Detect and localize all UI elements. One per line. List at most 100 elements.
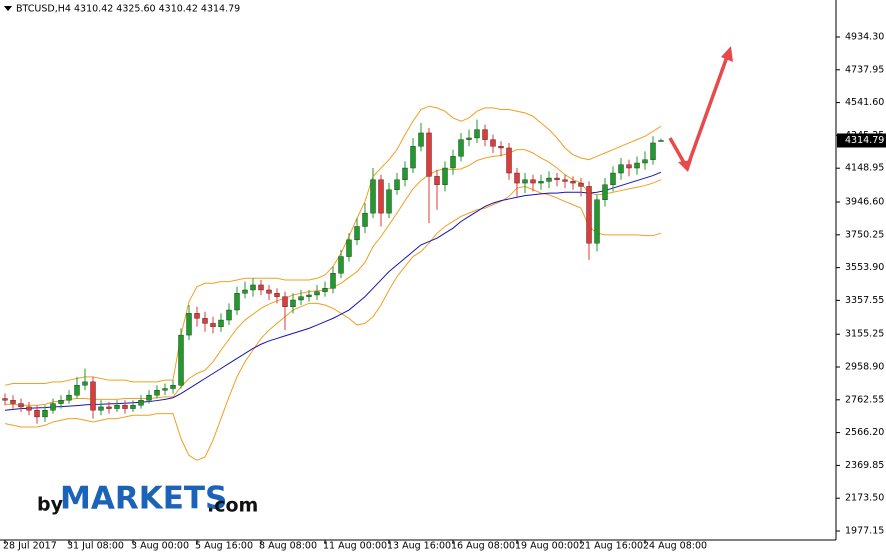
candle-body: [594, 199, 600, 244]
candle-body: [298, 296, 304, 301]
y-tick-label: 2566.20: [845, 427, 884, 438]
candle-body: [506, 147, 512, 174]
candle-body: [418, 132, 424, 147]
candle-body: [394, 179, 400, 190]
indicator-line: [4, 105, 662, 386]
candle-body: [42, 410, 48, 418]
candle-body: [2, 398, 8, 401]
candle-body: [450, 156, 456, 169]
candle-body: [482, 129, 488, 140]
ohlc-readout: 4310.42 4325.60 4310.42 4314.79: [74, 4, 240, 15]
candle-body: [538, 181, 544, 184]
y-tick-label: 2762.55: [845, 394, 884, 405]
y-tick-label: 3946.60: [845, 197, 884, 208]
candle-body: [202, 318, 208, 324]
candle-body: [378, 179, 384, 214]
candle-body: [306, 294, 312, 297]
x-tick-label: 3 Aug 00:00: [131, 541, 189, 552]
candle-body: [106, 406, 112, 409]
indicator-line: [4, 171, 662, 411]
candle-body: [370, 179, 376, 214]
y-tick-label: 3155.25: [845, 329, 884, 340]
candle-body: [618, 164, 624, 174]
candle-body: [314, 291, 320, 296]
candle-body: [226, 309, 232, 321]
candle-body: [586, 186, 592, 244]
x-tick-label: 13 Aug 16:00: [387, 541, 451, 552]
candle-body: [26, 406, 32, 411]
candle-body: [274, 293, 280, 297]
symbol-menu-icon[interactable]: [4, 6, 12, 11]
plot-area: [2, 105, 664, 461]
candle-body: [642, 159, 648, 164]
x-tick-label: 31 Jul 08:00: [67, 541, 124, 552]
y-tick-label: 2173.50: [845, 493, 884, 504]
candle-body: [466, 137, 472, 140]
candle-body: [514, 172, 520, 184]
y-tick-label: 4737.95: [845, 64, 884, 75]
candle-body: [90, 381, 96, 411]
candle-body: [602, 184, 608, 200]
indicator-line: [4, 185, 662, 461]
candle-body: [362, 212, 368, 227]
candle-body: [162, 388, 168, 391]
x-tick-label: 19 Aug 00:00: [515, 541, 579, 552]
candle-body: [178, 334, 184, 386]
candle-body: [434, 176, 440, 185]
symbol-title: BTCUSD,H4: [16, 4, 71, 15]
candle-body: [34, 410, 40, 418]
candle-body: [626, 164, 632, 169]
candle-body: [578, 182, 584, 187]
candle-body: [610, 172, 616, 185]
candle-body: [130, 405, 136, 409]
arrow-head: [721, 46, 733, 62]
candle-body: [338, 256, 344, 274]
candle-body: [330, 273, 336, 289]
candle-body: [650, 142, 656, 160]
y-tick-label: 3553.90: [845, 262, 884, 273]
arrow-head: [678, 160, 692, 172]
candle-body: [562, 179, 568, 182]
x-tick-label: 21 Aug 16:00: [579, 541, 643, 552]
candle-body: [74, 384, 80, 396]
y-tick-label: 4148.95: [845, 163, 884, 174]
candle-body: [98, 406, 104, 411]
candle-body: [282, 296, 288, 307]
candle-body: [322, 288, 328, 292]
x-tick-label: 8 Aug 08:00: [259, 541, 317, 552]
x-tick-label: 5 Aug 16:00: [195, 541, 253, 552]
y-tick-label: 2369.85: [845, 460, 884, 471]
candle-body: [250, 284, 256, 291]
candle-body: [154, 390, 160, 396]
watermark-brand: MARKETS: [60, 481, 227, 517]
candle-body: [242, 289, 248, 294]
watermark: by MARKETS .com: [37, 481, 258, 517]
candle-body: [354, 226, 360, 241]
candle-body: [50, 403, 56, 411]
candle-body: [210, 323, 216, 327]
candle-body: [234, 293, 240, 311]
y-tick-label: 4934.30: [845, 32, 884, 43]
y-tick-label: 3750.25: [845, 229, 884, 240]
x-tick-label: 28 Jul 2017: [3, 541, 57, 552]
watermark-suffix: .com: [207, 495, 258, 517]
candle-body: [218, 319, 224, 327]
candle-body: [386, 189, 392, 214]
candle-body: [18, 403, 24, 408]
candle-body: [522, 179, 528, 184]
last-price-box: [837, 133, 886, 148]
candle-body: [186, 313, 192, 336]
y-tick-label: 3357.55: [845, 295, 884, 306]
candle-body: [10, 400, 16, 404]
candle-body: [170, 384, 176, 389]
candle-body: [266, 289, 272, 294]
candle-body: [554, 177, 560, 180]
candle-body: [442, 167, 448, 185]
candle-body: [138, 400, 144, 406]
x-tick-label: 16 Aug 08:00: [451, 541, 515, 552]
candle-body: [114, 405, 120, 409]
watermark-prefix: by: [37, 494, 64, 516]
x-tick-label: 11 Aug 00:00: [323, 541, 387, 552]
